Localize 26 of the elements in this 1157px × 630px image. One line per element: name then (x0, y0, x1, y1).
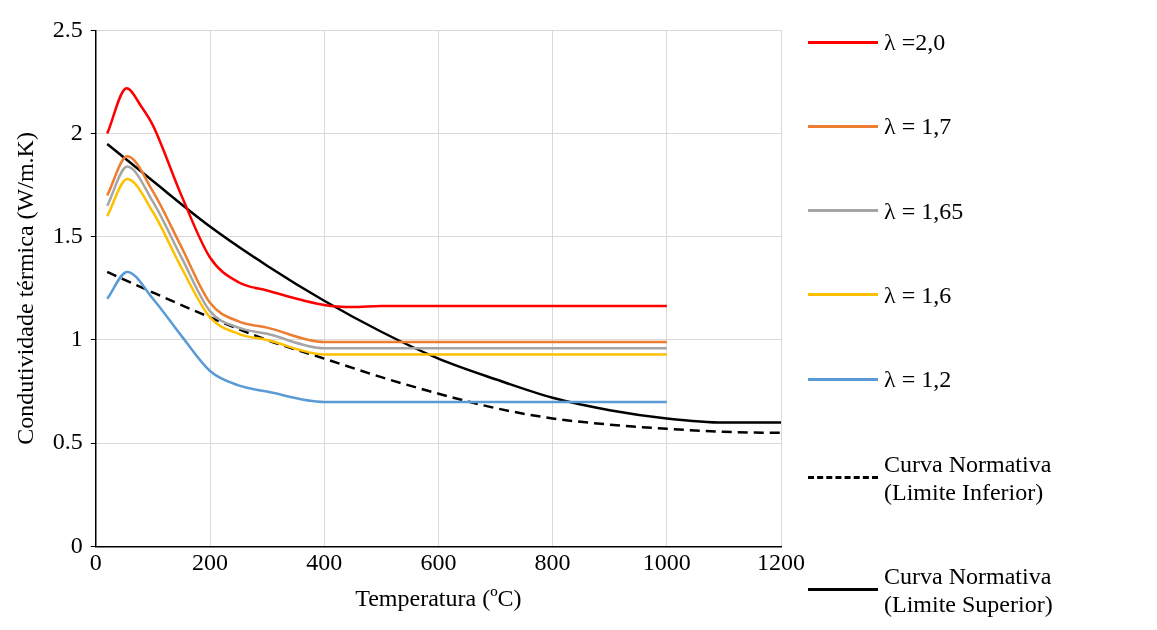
legend-label: λ =2,0 (884, 28, 947, 56)
line-series (105, 270, 781, 435)
legend-label: λ = 1,7 (884, 112, 953, 141)
x-tick-label: 0 (89, 549, 102, 576)
y-tick-label: 2 (70, 118, 83, 145)
x-tick-label: 800 (534, 549, 571, 576)
y-tick-label: 1 (70, 325, 83, 352)
line-series (105, 86, 669, 309)
legend-label: λ = 1,65 (884, 196, 965, 225)
x-tick-label: 600 (420, 549, 457, 576)
y-tick-label: 0.5 (52, 428, 83, 455)
y-tick-label: 0 (70, 531, 83, 558)
x-axis-title: Temperatura (ºC) (355, 584, 522, 611)
y-tick-label: 1.5 (52, 222, 83, 249)
line-series (105, 142, 781, 424)
legend-label: Curva Normativa (Limite Superior) (884, 561, 1054, 618)
x-tick-label: 200 (192, 549, 228, 576)
legend-label: Curva Normativa (Limite Inferior) (884, 449, 1053, 506)
y-axis-title: Condutividade térmica (W/m.K) (11, 132, 38, 445)
x-tick-label: 400 (306, 549, 343, 576)
line-series (105, 270, 669, 404)
x-tick-label: 1000 (642, 549, 691, 576)
y-tick-label: 2.5 (52, 15, 83, 42)
x-tick-label: 1200 (757, 549, 805, 576)
legend-label: λ = 1,6 (884, 281, 953, 309)
legend-label: λ = 1,2 (884, 365, 953, 394)
